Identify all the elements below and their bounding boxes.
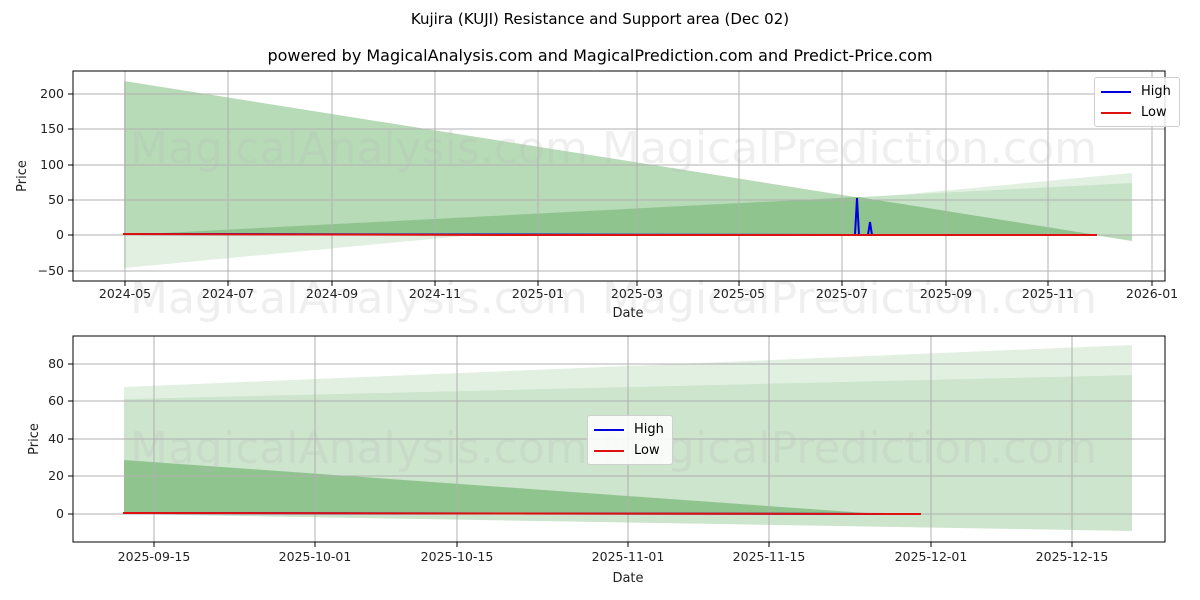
bottom-x-ticks: 2025-09-15 2025-10-01 2025-10-15 2025-11… <box>118 542 1109 564</box>
top-legend: High Low <box>1094 77 1180 127</box>
low-line <box>122 512 922 515</box>
svg-text:2025-12-15: 2025-12-15 <box>1036 549 1109 564</box>
svg-text:2025-07: 2025-07 <box>816 286 868 301</box>
legend-item-high: High <box>1101 81 1171 102</box>
chart-subtitle: powered by MagicalAnalysis.com and Magic… <box>267 46 933 65</box>
resistance-band <box>124 460 880 514</box>
chart-title: Kujira (KUJI) Resistance and Support are… <box>410 10 790 28</box>
bottom-y-axis-label: Price <box>27 423 42 455</box>
legend-item-low: Low <box>594 440 664 461</box>
svg-text:2025-11: 2025-11 <box>1022 286 1074 301</box>
top-y-axis-label: Price <box>15 160 30 192</box>
svg-text:2025-03: 2025-03 <box>611 286 663 301</box>
bottom-y-ticks: 80 60 40 20 0 <box>48 356 73 521</box>
svg-text:80: 80 <box>48 356 64 371</box>
top-axes-frame <box>72 70 1166 282</box>
svg-text:2025-10-15: 2025-10-15 <box>421 549 494 564</box>
bottom-legend: High Low <box>587 415 673 465</box>
top-y-ticks: 200 150 100 50 0 −50 <box>38 86 73 278</box>
overlap-band <box>124 197 1097 235</box>
svg-text:50: 50 <box>48 192 64 207</box>
svg-text:2024-09: 2024-09 <box>306 286 358 301</box>
svg-text:0: 0 <box>56 506 64 521</box>
svg-text:2025-11-01: 2025-11-01 <box>592 549 665 564</box>
svg-text:2025-11-15: 2025-11-15 <box>733 549 806 564</box>
watermark-prediction: MagicalPrediction.com <box>602 123 1097 174</box>
top-x-ticks: 2024-05 2024-07 2024-09 2024-11 2025-01 … <box>99 281 1178 301</box>
low-line <box>122 233 1097 236</box>
svg-text:2025-09: 2025-09 <box>920 286 972 301</box>
svg-text:2024-05: 2024-05 <box>99 286 151 301</box>
svg-text:2024-07: 2024-07 <box>202 286 254 301</box>
watermark-analysis-3: MagicalAnalysis.com <box>130 423 588 474</box>
watermark-prediction-3: MagicalPrediction.com <box>602 423 1097 474</box>
svg-text:−50: −50 <box>38 263 64 278</box>
svg-text:20: 20 <box>48 468 64 483</box>
svg-text:2026-01: 2026-01 <box>1126 286 1178 301</box>
top-chart: MagicalAnalysis.com MagicalPrediction.co… <box>15 70 1178 324</box>
svg-text:2025-10-01: 2025-10-01 <box>279 549 352 564</box>
svg-text:40: 40 <box>48 431 64 446</box>
svg-text:150: 150 <box>40 121 64 136</box>
bottom-x-axis-label: Date <box>612 571 643 586</box>
svg-text:2025-09-15: 2025-09-15 <box>118 549 191 564</box>
top-x-axis-label: Date <box>612 306 643 321</box>
svg-text:100: 100 <box>40 157 64 172</box>
high-line-swatch-icon <box>594 428 624 431</box>
svg-text:60: 60 <box>48 393 64 408</box>
legend-item-low: Low <box>1101 102 1171 123</box>
high-line-swatch-icon <box>1101 90 1131 93</box>
watermark-analysis: MagicalAnalysis.com <box>130 123 588 174</box>
svg-text:0: 0 <box>56 227 64 242</box>
svg-text:2025-12-01: 2025-12-01 <box>895 549 968 564</box>
low-line-swatch-icon <box>594 449 624 452</box>
legend-item-high: High <box>594 419 664 440</box>
svg-text:2024-11: 2024-11 <box>409 286 461 301</box>
svg-text:2025-05: 2025-05 <box>713 286 765 301</box>
low-line-swatch-icon <box>1101 111 1131 114</box>
svg-text:2025-01: 2025-01 <box>512 286 564 301</box>
svg-text:200: 200 <box>40 86 64 101</box>
